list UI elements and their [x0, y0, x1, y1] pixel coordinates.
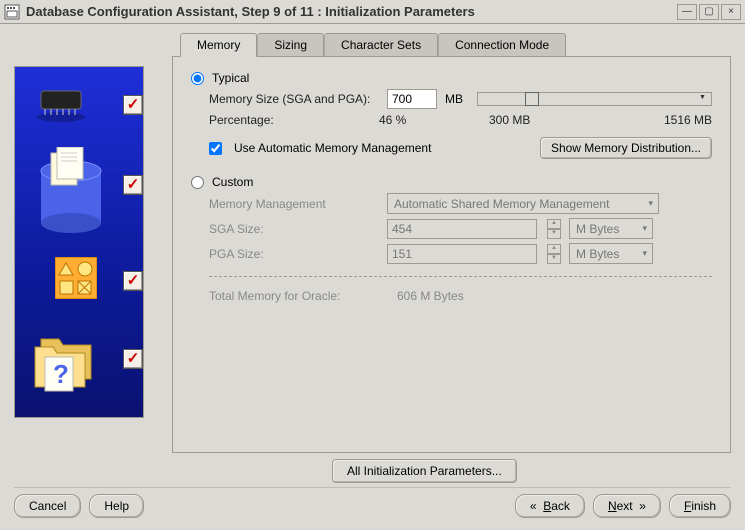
finish-button[interactable]: Finish [669, 494, 731, 518]
total-memory-value: 606 M Bytes [397, 289, 464, 303]
next-button[interactable]: Next » [593, 494, 661, 518]
sga-size-input [387, 219, 537, 239]
chevron-down-icon: ▼ [699, 94, 709, 104]
sga-unit-combo: M Bytes [569, 218, 653, 239]
percentage-label: Percentage: [209, 113, 379, 127]
total-memory-label: Total Memory for Oracle: [209, 289, 389, 303]
cancel-button[interactable]: Cancel [14, 494, 81, 518]
percentage-value: 46 % [379, 113, 489, 127]
sga-size-label: SGA Size: [209, 222, 379, 236]
tab-sizing[interactable]: Sizing [257, 33, 324, 57]
all-init-params-button[interactable]: All Initialization Parameters... [332, 459, 517, 483]
pga-unit-combo: M Bytes [569, 243, 653, 264]
step-icon-params [55, 257, 97, 302]
back-button[interactable]: « Back [515, 494, 585, 518]
memory-management-combo: Automatic Shared Memory Management [387, 193, 659, 214]
wizard-steps-panel: ✓ ✓ ✓ [14, 66, 144, 418]
tabs: Memory Sizing Character Sets Connection … [180, 32, 731, 56]
midscale-value: 300 MB [489, 113, 629, 127]
memory-size-label: Memory Size (SGA and PGA): [209, 92, 379, 106]
typical-label: Typical [212, 71, 249, 85]
tab-memory[interactable]: Memory [180, 33, 257, 57]
app-icon [4, 4, 20, 20]
pga-size-label: PGA Size: [209, 247, 379, 261]
custom-radio[interactable] [191, 176, 204, 189]
pga-spin-up: ▲ [547, 244, 561, 254]
step-icon-memory [33, 83, 89, 126]
step-3-check: ✓ [123, 271, 143, 291]
memory-size-input[interactable] [387, 89, 437, 109]
tab-body-memory: Typical Memory Size (SGA and PGA): MB ▼ [172, 56, 731, 453]
step-icon-storage: ? [33, 325, 107, 400]
step-1-check: ✓ [123, 95, 143, 115]
svg-text:?: ? [53, 359, 69, 389]
close-button[interactable]: × [721, 4, 741, 20]
sga-spin-up: ▲ [547, 219, 561, 229]
step-4-check: ✓ [123, 349, 143, 369]
maxscale-value: 1516 MB [629, 113, 712, 127]
show-memory-distribution-button[interactable]: Show Memory Distribution... [540, 137, 712, 159]
help-button[interactable]: Help [89, 494, 144, 518]
auto-memory-label: Use Automatic Memory Management [234, 141, 431, 155]
window-title: Database Configuration Assistant, Step 9… [26, 4, 675, 19]
titlebar: Database Configuration Assistant, Step 9… [0, 0, 745, 24]
pga-spin-down: ▼ [547, 254, 561, 264]
sga-spin-down: ▼ [547, 229, 561, 239]
memory-slider[interactable]: ▼ [477, 92, 712, 106]
footer: Cancel Help « Back Next » Finish [14, 487, 731, 522]
custom-label: Custom [212, 175, 253, 189]
maximize-button[interactable]: ▢ [699, 4, 719, 20]
tab-character-sets[interactable]: Character Sets [324, 33, 438, 57]
pga-size-input [387, 244, 537, 264]
tab-connection-mode[interactable]: Connection Mode [438, 33, 566, 57]
typical-radio[interactable] [191, 72, 204, 85]
memory-slider-thumb[interactable] [525, 92, 539, 106]
auto-memory-checkbox[interactable] [209, 142, 222, 155]
memory-size-unit: MB [445, 92, 463, 106]
memory-management-label: Memory Management [209, 197, 379, 211]
step-icon-database [33, 147, 113, 250]
step-2-check: ✓ [123, 175, 143, 195]
minimize-button[interactable]: — [677, 4, 697, 20]
